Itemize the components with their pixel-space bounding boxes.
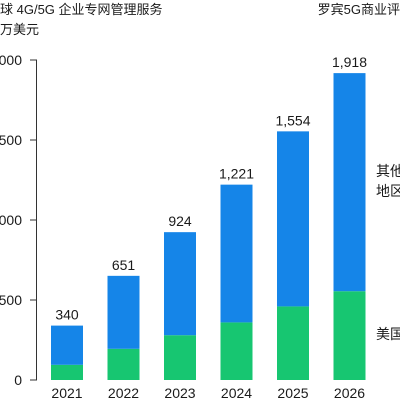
bar-segment-other xyxy=(333,73,366,292)
legend-label-us: 美国 xyxy=(376,326,400,342)
x-axis: 2021 2022 2023 2024 2025 2026 xyxy=(51,385,365,400)
bar-total-label: 340 xyxy=(55,307,79,323)
bar-total-label: 1,554 xyxy=(275,112,310,128)
y-tick-label: 0 xyxy=(14,372,22,388)
y-tick-label: 500 xyxy=(0,132,22,148)
bar-total-label: 1,918 xyxy=(332,54,367,70)
bar-segment-us xyxy=(107,348,140,380)
bar-segment-us xyxy=(277,306,309,380)
x-tick-label: 2023 xyxy=(164,385,195,400)
bar-segment-other xyxy=(107,275,140,349)
bar-segment-other xyxy=(51,325,83,365)
y-tick-label: 000 xyxy=(0,212,22,228)
legend-label-other: 地区 xyxy=(376,183,400,199)
y-tick-label: 500 xyxy=(0,292,22,308)
bar-total-label: 1,221 xyxy=(219,166,254,182)
bar-segment-us xyxy=(164,335,196,380)
bar-segment-us xyxy=(333,291,366,380)
bar-segment-us xyxy=(220,322,253,380)
x-tick-label: 2025 xyxy=(277,385,308,400)
bar-segment-other xyxy=(277,131,309,307)
legend-label-other: 其他 xyxy=(376,163,400,179)
bar-segment-other xyxy=(164,232,196,336)
chart-unit: 万美元 xyxy=(0,22,39,37)
bar-total-label: 924 xyxy=(168,213,192,229)
chart-source: 罗宾5G商业评 xyxy=(318,2,400,17)
bar-total-label: 651 xyxy=(112,257,136,273)
x-tick-label: 2026 xyxy=(334,385,365,400)
chart-title: 球 4G/5G 企业专网管理服务 xyxy=(0,2,163,17)
y-axis: 0 500 000 500 000 xyxy=(0,52,37,388)
x-tick-label: 2021 xyxy=(51,385,82,400)
x-tick-label: 2022 xyxy=(108,385,139,400)
bar-segment-us xyxy=(51,364,83,380)
bar-segment-other xyxy=(220,184,253,323)
y-tick-label: 000 xyxy=(0,52,22,68)
bars: 340 651 924 1,221 1,554 1,918 xyxy=(51,54,367,380)
x-tick-label: 2024 xyxy=(221,385,252,400)
